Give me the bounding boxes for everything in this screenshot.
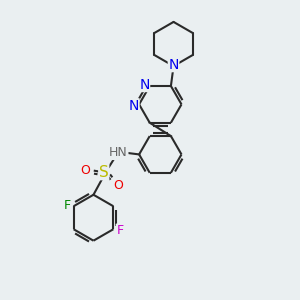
Text: F: F xyxy=(116,224,123,237)
Text: N: N xyxy=(139,77,150,92)
Text: HN: HN xyxy=(109,146,128,159)
Text: F: F xyxy=(64,199,71,212)
Text: O: O xyxy=(80,164,90,176)
Text: N: N xyxy=(168,58,179,72)
Text: S: S xyxy=(99,165,109,180)
Text: O: O xyxy=(114,179,123,192)
Text: N: N xyxy=(129,99,139,113)
